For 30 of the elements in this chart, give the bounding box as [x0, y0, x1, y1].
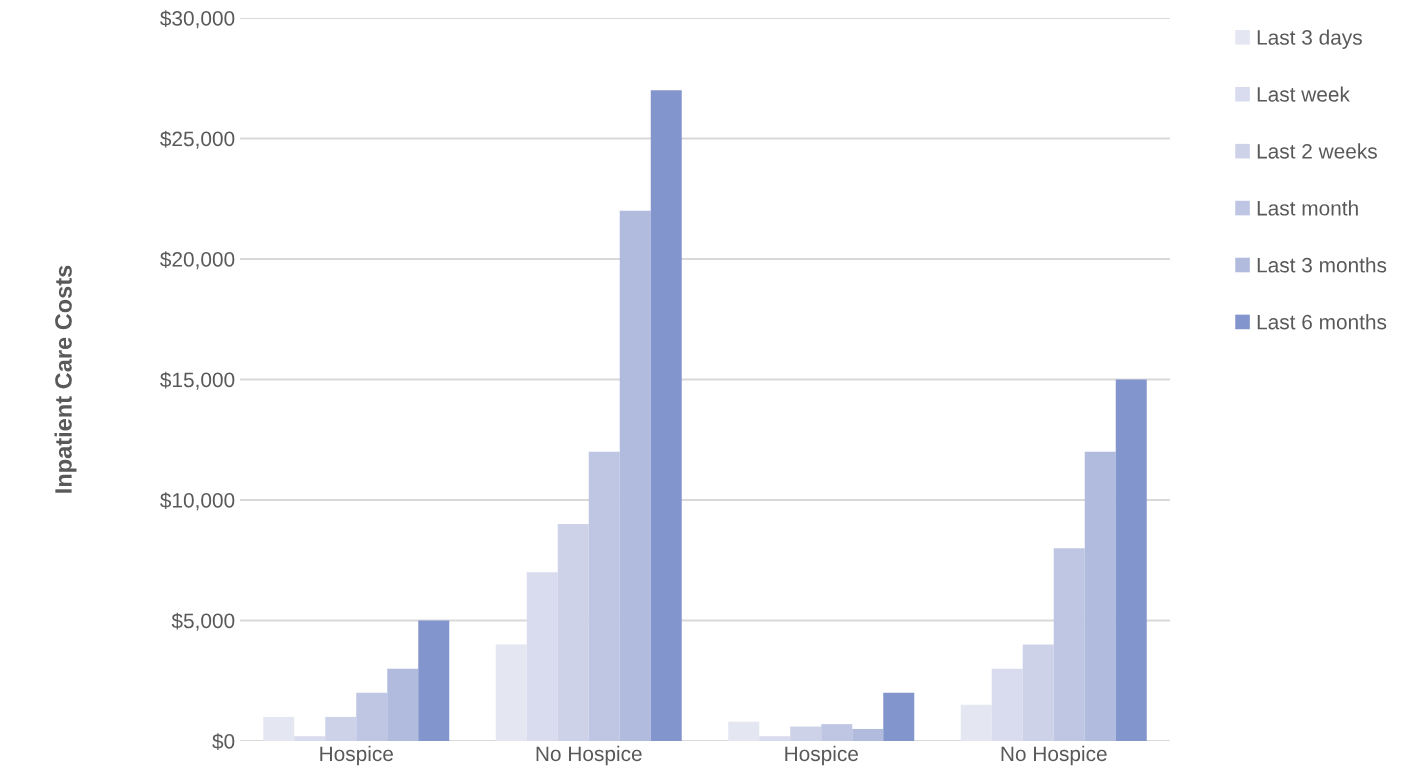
- y-tick-label: $20,000: [160, 251, 235, 270]
- x-tick-label: Hospice: [320, 745, 393, 766]
- bar: [883, 692, 915, 741]
- bar: [1115, 379, 1147, 741]
- bar: [821, 724, 853, 741]
- bar: [418, 620, 450, 741]
- y-axis-title: Inpatient Care Costs: [54, 265, 77, 493]
- legend-label: Last week: [1257, 86, 1350, 102]
- legend-label: Last 6 months: [1257, 314, 1387, 330]
- bar: [852, 728, 884, 741]
- y-tick-label: $30,000: [160, 10, 235, 29]
- bar: [1084, 451, 1116, 741]
- bar: [387, 668, 419, 741]
- bar: [1053, 548, 1085, 741]
- legend-label: Last month: [1257, 200, 1358, 216]
- bar: [356, 692, 388, 741]
- y-tick-label: $15,000: [160, 371, 235, 390]
- bar: [650, 90, 682, 741]
- y-tick-label: $10,000: [160, 492, 235, 511]
- legend-label: Last 2 weeks: [1257, 143, 1377, 159]
- bar: [619, 210, 651, 741]
- x-tick-label: No Hospice: [536, 745, 642, 766]
- y-tick-label: $5,000: [171, 612, 235, 631]
- y-tick-label: $0: [212, 733, 235, 750]
- y-tick-label: $25,000: [160, 130, 235, 149]
- bar: [588, 451, 620, 741]
- x-tick-label: No Hospice: [1001, 745, 1107, 766]
- legend-label: Last 3 months: [1257, 257, 1387, 273]
- legend-label: Last 3 days: [1257, 29, 1362, 49]
- x-tick-label: Hospice: [785, 745, 858, 766]
